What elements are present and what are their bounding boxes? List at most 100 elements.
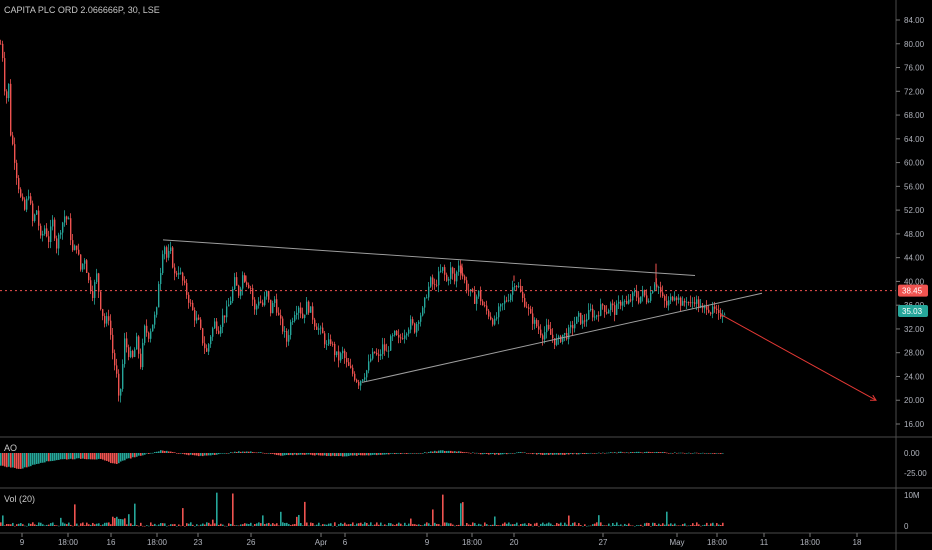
candle-body <box>68 218 70 220</box>
ao-bar <box>520 452 522 453</box>
ao-bar <box>210 453 212 456</box>
candle-body <box>466 280 468 291</box>
ao-bar <box>262 452 264 454</box>
ao-bar <box>658 452 660 453</box>
volume-bar <box>344 522 346 526</box>
candle-body <box>638 297 640 303</box>
volume-bar <box>82 522 84 526</box>
ao-bar <box>204 453 206 456</box>
candle-body <box>340 353 342 361</box>
volume-bar <box>430 525 432 526</box>
candle-body <box>88 272 90 281</box>
candle-body <box>492 319 494 325</box>
volume-bar <box>78 525 80 527</box>
ao-bar <box>2 453 4 466</box>
x-tick-label: 16 <box>107 538 116 547</box>
volume-bar <box>190 522 192 526</box>
volume-bar <box>552 525 554 526</box>
ao-bar <box>332 453 334 456</box>
volume-bar <box>678 525 680 526</box>
candle-body <box>164 247 166 255</box>
ao-bar <box>190 453 192 455</box>
volume-bar <box>238 525 240 527</box>
candle-body <box>240 288 242 296</box>
candle-body <box>568 327 570 340</box>
ao-bar <box>90 453 92 460</box>
candle-body <box>212 328 214 337</box>
candle-body <box>412 319 414 324</box>
candle-body <box>248 284 250 289</box>
ao-bar <box>116 453 118 465</box>
volume-bar <box>334 522 336 526</box>
volume-bar <box>172 524 174 526</box>
ao-bar <box>354 453 356 456</box>
volume-bar <box>42 524 44 526</box>
ao-bar <box>400 453 402 454</box>
volume-bar <box>446 522 448 526</box>
candle-body <box>202 328 204 344</box>
candle-body <box>610 303 612 311</box>
ao-bar <box>478 453 480 454</box>
ao-bar <box>426 452 428 454</box>
ao-bar <box>446 450 448 453</box>
y-tick-label: 16.00 <box>904 420 925 429</box>
volume-bar <box>282 522 284 526</box>
volume-bar <box>166 525 168 527</box>
volume-bar <box>658 523 660 526</box>
volume-bar <box>38 522 40 526</box>
ao-bar <box>574 453 576 454</box>
volume-bar <box>112 516 114 526</box>
y-tick-label: 64.00 <box>904 135 925 144</box>
volume-bar <box>206 522 208 526</box>
ao-bar <box>614 452 616 453</box>
volume-bar <box>256 523 258 526</box>
candle-body <box>214 321 216 329</box>
candle-body <box>114 353 116 366</box>
volume-bar <box>480 524 482 526</box>
candle-body <box>588 310 590 320</box>
ao-bar <box>196 453 198 456</box>
ao-bar <box>590 452 592 454</box>
ao-bar <box>652 452 654 453</box>
ao-bar <box>616 452 618 454</box>
volume-bar <box>104 522 106 526</box>
volume-bar <box>530 523 532 526</box>
candle-body <box>56 238 58 249</box>
candle-body <box>502 303 504 305</box>
volume-bar <box>174 524 176 526</box>
candle-body <box>404 335 406 339</box>
volume-bar <box>718 524 720 526</box>
ao-bar <box>670 452 672 454</box>
candle-body <box>310 306 312 313</box>
candle-body <box>634 290 636 293</box>
ao-bar <box>632 452 634 453</box>
candle-body <box>482 301 484 306</box>
ao-bar <box>420 453 422 454</box>
volume-bar <box>624 523 626 526</box>
ao-bar <box>634 452 636 453</box>
candle-body <box>592 308 594 318</box>
candle-body <box>704 305 706 309</box>
ao-bar <box>234 451 236 453</box>
volume-bar <box>588 525 590 527</box>
ao-bar <box>280 453 282 456</box>
volume-bar <box>310 522 312 526</box>
candle-body <box>508 300 510 301</box>
candle-body <box>432 277 434 285</box>
candle-body <box>46 228 48 237</box>
ao-bar <box>270 453 272 454</box>
candle-body <box>680 297 682 306</box>
volume-bar <box>252 525 254 527</box>
ao-pane <box>0 450 724 469</box>
volume-bar <box>602 525 604 526</box>
ao-bar <box>654 452 656 453</box>
ao-bar <box>74 453 76 460</box>
volume-bar <box>478 523 480 526</box>
ao-bar <box>168 451 170 453</box>
candle-body <box>112 334 114 354</box>
volume-bar <box>330 523 332 526</box>
volume-bar <box>366 523 368 526</box>
candle-body <box>642 290 644 297</box>
candle-body <box>272 303 274 314</box>
